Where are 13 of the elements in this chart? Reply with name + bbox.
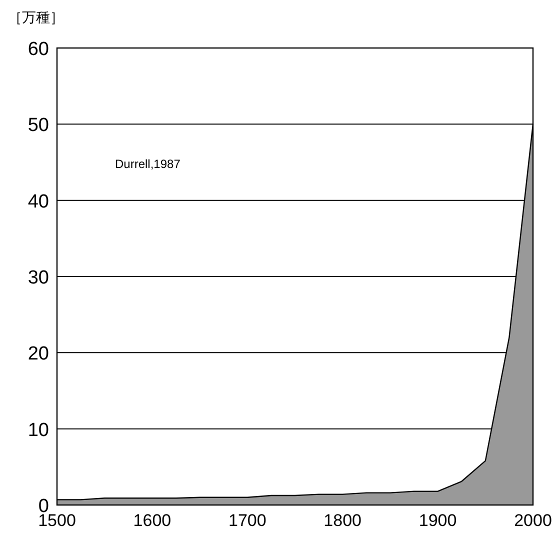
y-tick-label: 40 [28,191,49,212]
y-tick-label: 60 [28,39,49,60]
x-tick-label: 2000 [514,511,552,530]
y-tick-label: 10 [28,420,49,441]
y-axis-title: ［万種］ [8,9,64,25]
x-tick-label: 1900 [418,511,457,530]
annotation: Durrell,1987 [115,157,181,171]
x-tick-label: 1600 [133,511,172,530]
y-tick-label: 20 [28,344,49,365]
x-tick-label: 1800 [324,511,362,530]
y-tick-label: 30 [28,268,49,288]
x-tick-label: 1700 [228,511,266,530]
y-tick-label: 50 [28,115,49,136]
